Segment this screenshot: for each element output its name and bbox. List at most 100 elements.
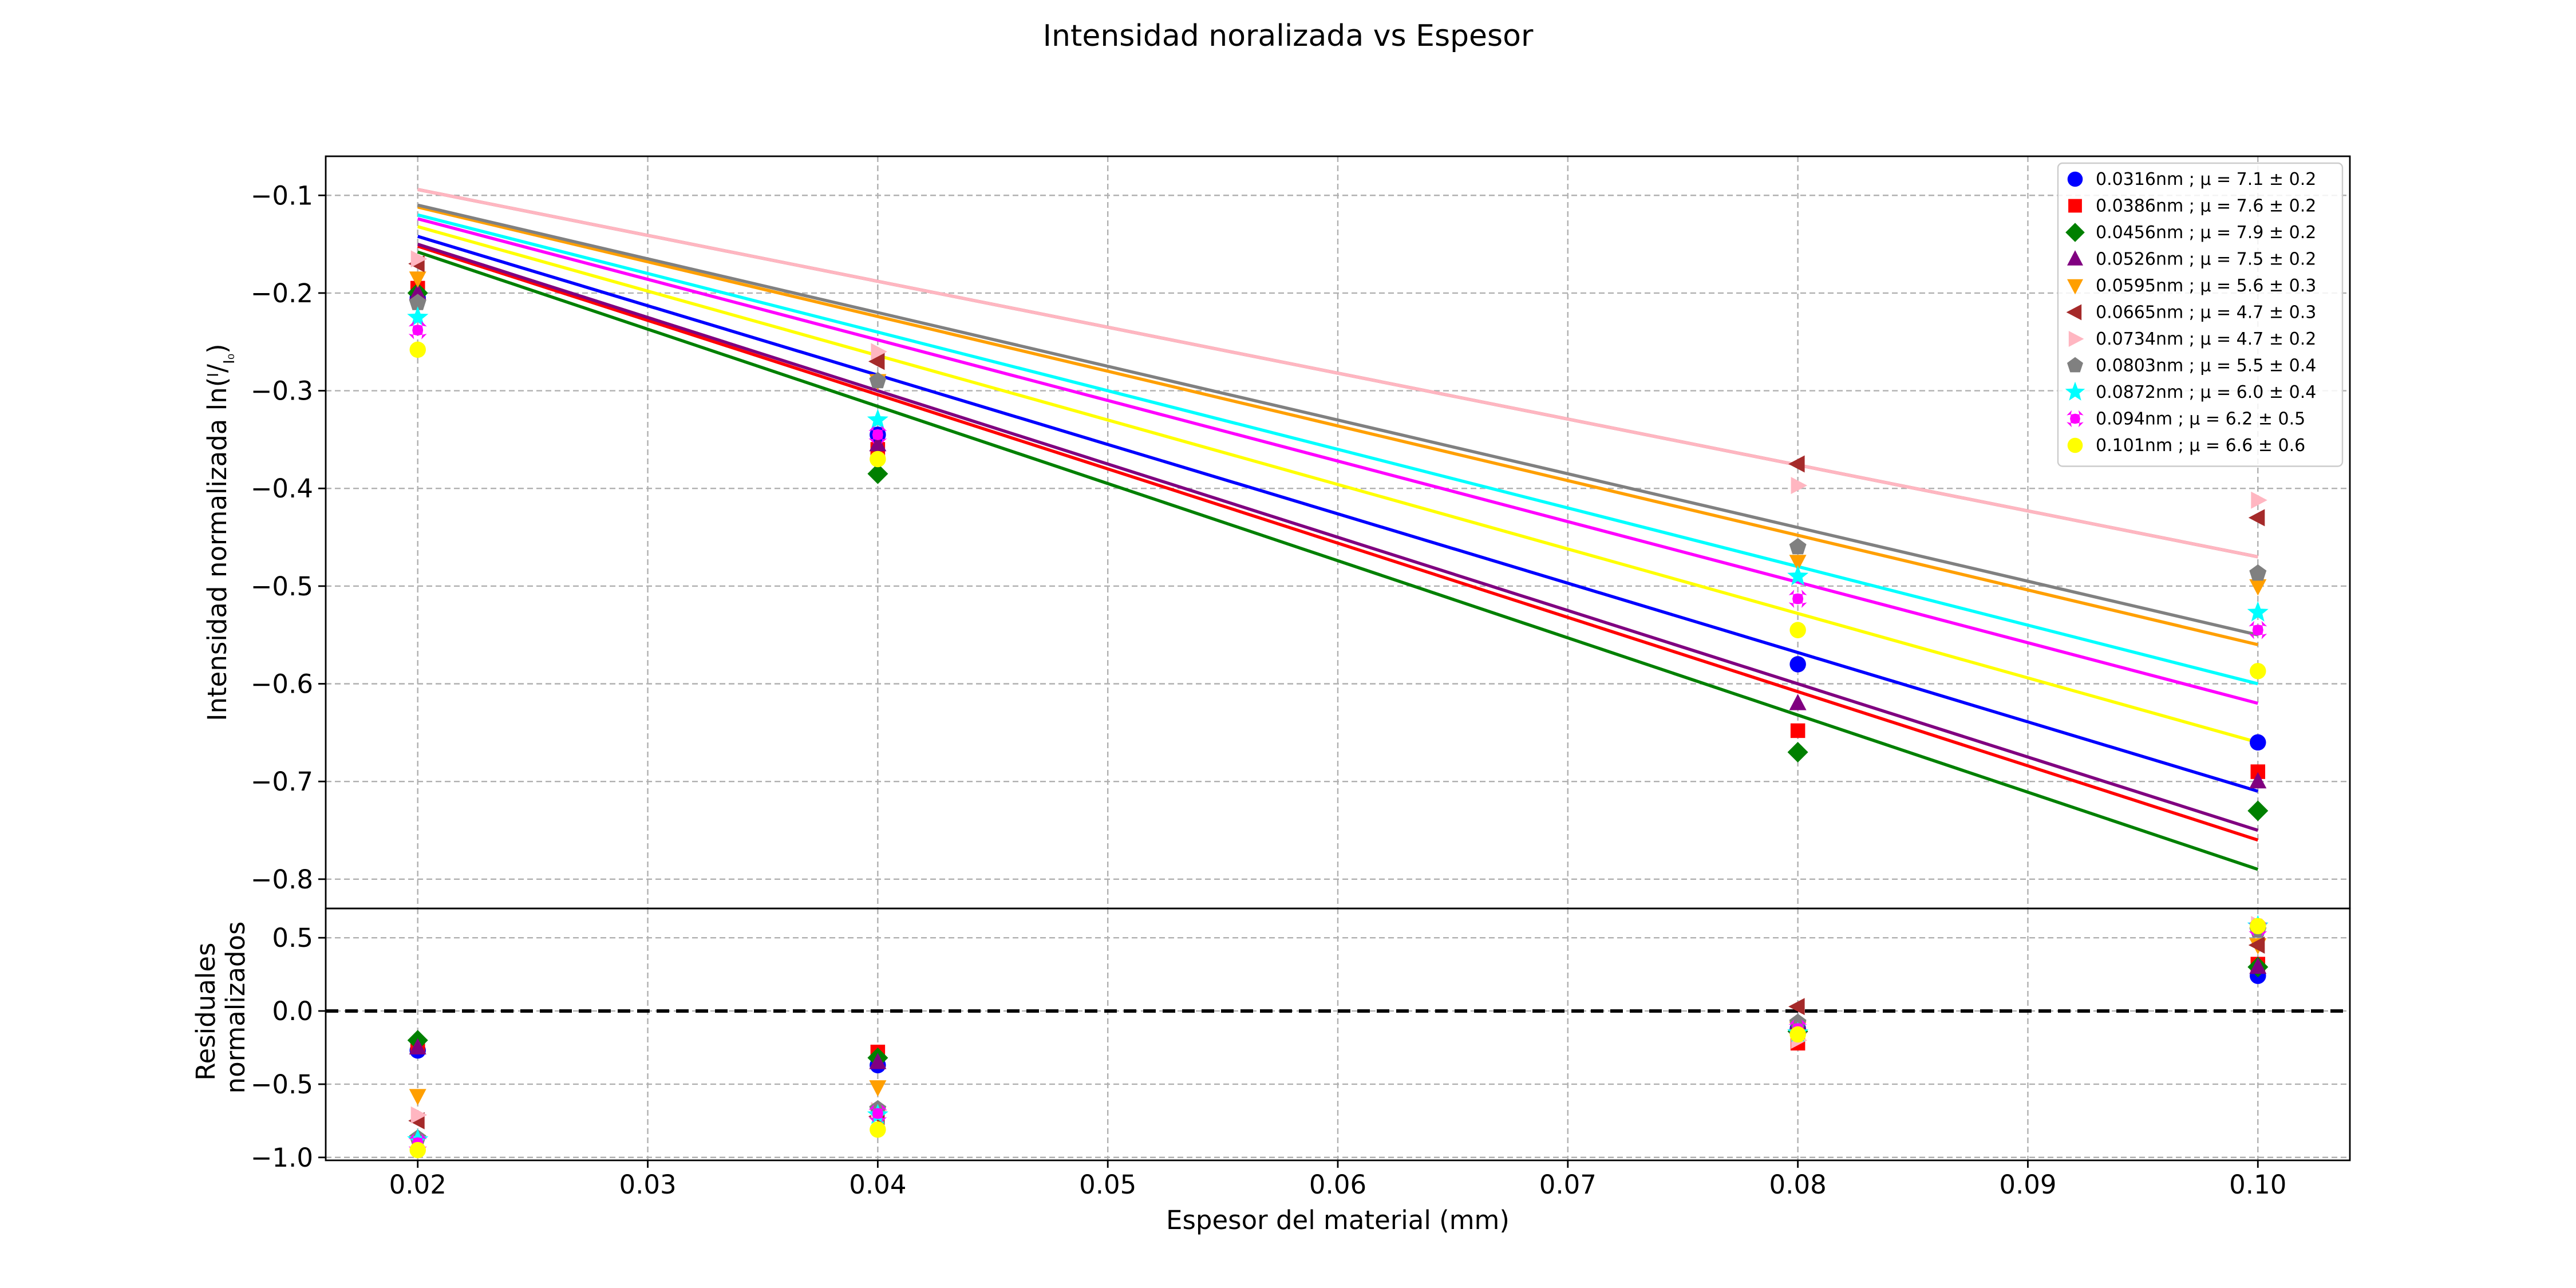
- x-tick-label: 0.10: [2229, 1170, 2286, 1200]
- data-point-series-4: [1789, 694, 1807, 710]
- data-point-series-6: [2248, 509, 2265, 527]
- residual-point-series-7: [410, 1106, 428, 1124]
- fit-line-series-8: [417, 203, 2258, 637]
- legend-label-series-5: 0.0595nm ; μ = 5.6 ± 0.3: [2096, 276, 2316, 296]
- data-point-series-7: [410, 250, 428, 268]
- top-y-tick-label: −0.4: [251, 473, 313, 504]
- legend-label-series-11: 0.101nm ; μ = 6.6 ± 0.6: [2096, 436, 2305, 456]
- fit-line-series-11: [417, 225, 2259, 744]
- data-point-series-10: [868, 425, 887, 444]
- data-point-series-8: [2249, 564, 2267, 581]
- data-point-series-11: [2250, 663, 2266, 679]
- residual-point-series-5: [409, 1089, 426, 1105]
- data-point-series-5: [2249, 579, 2267, 596]
- data-point-series-8: [869, 372, 887, 389]
- top-y-tick-label: −0.5: [251, 571, 313, 602]
- data-point-series-10: [2249, 621, 2267, 639]
- x-ticks: 0.02 0.03 0.04 0.05 0.06 0.07 0.08 0.09 0.10: [389, 1160, 2286, 1200]
- data-point-series-8: [409, 294, 426, 310]
- legend-label-series-10: 0.094nm ; μ = 6.2 ± 0.5: [2096, 409, 2305, 429]
- top-y-axis-label: Intensidad normalizada ln(I/I₀): [202, 343, 238, 721]
- legend-marker-series-4: [2067, 250, 2083, 266]
- fit-lines: [417, 188, 2259, 871]
- residual-point-series-11: [409, 1141, 426, 1159]
- data-point-series-1: [1789, 656, 1806, 673]
- top-y-axis-label-denominator: I₀: [221, 354, 238, 364]
- x-tick-label: 0.06: [1309, 1170, 1366, 1200]
- legend-label-series-3: 0.0456nm ; μ = 7.9 ± 0.2: [2096, 223, 2316, 243]
- residual-point-series-4: [409, 1038, 426, 1054]
- legend-marker-series-3: [2065, 223, 2085, 242]
- top-y-axis-label-close: ): [202, 343, 232, 354]
- data-point-series-11: [870, 451, 886, 468]
- fit-line-series-4: [417, 242, 2259, 832]
- data-point-series-4: [2249, 772, 2267, 789]
- data-point-series-7: [2251, 491, 2267, 509]
- bottom-y-tick-label: 0.0: [272, 996, 313, 1026]
- top-y-tick-label: −0.6: [251, 669, 313, 700]
- legend-marker-series-6: [2066, 304, 2082, 321]
- bottom-y-axis-label: Residuales normalizados: [191, 922, 251, 1094]
- bottom-y-tick-label: 0.5: [272, 923, 313, 953]
- data-point-series-5: [1789, 555, 1807, 571]
- bottom-y-axis-label-line2: normalizados: [220, 922, 251, 1094]
- bottom-y-tick-label: −0.5: [251, 1069, 313, 1100]
- x-tick-label: 0.09: [1999, 1170, 2056, 1200]
- legend-label-series-1: 0.0316nm ; μ = 7.1 ± 0.2: [2096, 169, 2316, 189]
- bottom-y-ticks: 0.5 0.0 −0.5 −1.0: [251, 923, 326, 1173]
- data-point-series-9: [867, 409, 888, 429]
- data-point-series-9: [2247, 601, 2269, 622]
- data-point-series-2: [1790, 723, 1805, 738]
- fit-line-series-5: [417, 206, 2258, 646]
- bottom-y-tick-label: −1.0: [251, 1143, 313, 1173]
- legend-label-series-7: 0.0734nm ; μ = 4.7 ± 0.2: [2096, 329, 2316, 349]
- fit-line-series-3: [417, 250, 2259, 871]
- data-point-series-11: [409, 341, 426, 358]
- top-y-ticks: −0.1 −0.2 −0.3 −0.4 −0.5 −0.6 −0.7 −0.8: [251, 180, 326, 895]
- data-point-series-8: [1789, 538, 1807, 555]
- legend: 0.0316nm ; μ = 7.1 ± 0.2 0.0386nm ; μ = 7…: [2057, 162, 2344, 467]
- top-y-axis-label-main: Intensidad normalizada ln(: [202, 377, 232, 721]
- top-y-tick-label: −0.3: [251, 376, 313, 406]
- legend-marker-series-11: [2067, 437, 2083, 453]
- top-y-axis-label-numerator: I: [205, 373, 222, 377]
- legend-label-series-2: 0.0386nm ; μ = 7.6 ± 0.2: [2096, 196, 2316, 216]
- legend-label-series-6: 0.0665nm ; μ = 4.7 ± 0.3: [2096, 303, 2316, 323]
- residual-point-series-5: [869, 1080, 887, 1097]
- data-point-series-7: [871, 343, 887, 361]
- residual-points: [407, 915, 2269, 1159]
- residual-point-series-11: [870, 1121, 886, 1138]
- bottom-y-axis-label-line1: Residuales: [191, 943, 221, 1081]
- residual-point-series-4: [869, 1053, 887, 1069]
- data-point-series-7: [1791, 477, 1808, 495]
- top-y-tick-label: −0.1: [251, 180, 313, 211]
- data-point-series-9: [1787, 565, 1809, 586]
- x-tick-label: 0.04: [849, 1170, 906, 1200]
- data-point-series-6: [1788, 455, 1805, 473]
- fit-line-series-7: [417, 188, 2258, 559]
- data-point-series-9: [407, 306, 429, 327]
- fit-line-series-9: [417, 213, 2258, 686]
- data-point-series-3: [1787, 742, 1808, 762]
- residual-point-series-6: [2248, 937, 2265, 954]
- legend-marker-series-1: [2067, 171, 2083, 187]
- data-point-series-5: [409, 271, 426, 288]
- top-grid: [326, 156, 2350, 908]
- x-tick-label: 0.03: [619, 1170, 676, 1200]
- top-y-tick-label: −0.8: [251, 864, 313, 895]
- residual-point-series-11: [2250, 918, 2266, 934]
- data-point-series-10: [1788, 590, 1807, 608]
- legend-label-series-9: 0.0872nm ; μ = 6.0 ± 0.4: [2096, 382, 2316, 402]
- x-tick-label: 0.07: [1539, 1170, 1597, 1200]
- top-y-tick-label: −0.7: [251, 767, 313, 797]
- data-point-series-4: [409, 283, 426, 300]
- data-point-series-6: [868, 353, 885, 370]
- legend-marker-series-2: [2068, 199, 2082, 213]
- fit-line-series-10: [417, 217, 2259, 705]
- chart-title: Intensidad noralizada vs Espesor: [1043, 19, 1534, 53]
- residual-point-series-11: [1789, 1026, 1806, 1043]
- legend-marker-series-10: [2067, 410, 2084, 428]
- residual-point-series-10: [868, 1104, 887, 1123]
- legend-label-series-8: 0.0803nm ; μ = 5.5 ± 0.4: [2096, 356, 2316, 376]
- legend-box: [2057, 162, 2344, 467]
